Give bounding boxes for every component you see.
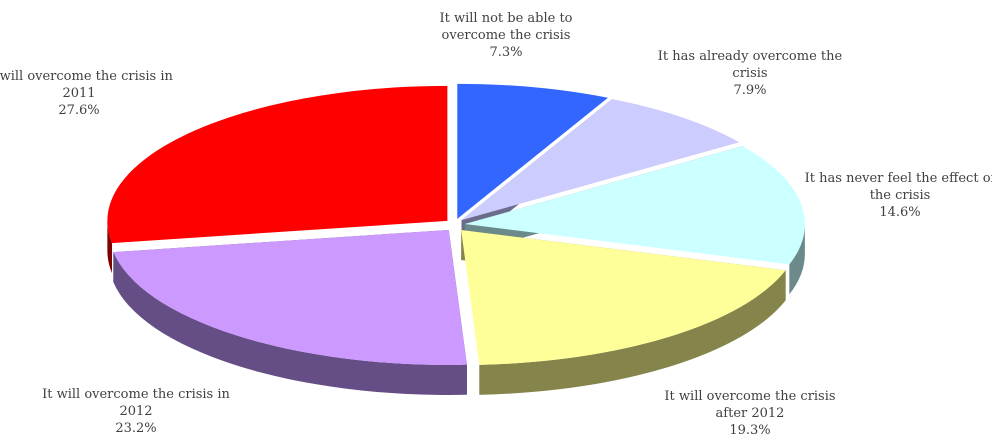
slice-label-line-0-1: overcome the crisis [442, 28, 571, 43]
slice-label-line-1-0: It has already overcome the [658, 49, 843, 64]
slice-side-4 [113, 252, 467, 395]
slice-label-line-1-1: crisis [732, 66, 767, 81]
slice-side-3 [479, 270, 786, 395]
slice-label-line-5-1: 2011 [62, 86, 95, 101]
slice-side-2 [789, 224, 805, 295]
slice-value-label-1: 7.9% [733, 83, 766, 98]
slice-label-line-5-0: It will overcome the crisis in [0, 69, 174, 84]
slice-label-line-3-1: after 2012 [716, 406, 785, 421]
slice-value-label-5: 27.6% [58, 103, 99, 118]
pie-slice-2 [464, 146, 805, 265]
slice-side-5 [107, 220, 112, 274]
slice-label-0: It will not be able to overcome the crisi… [439, 11, 572, 60]
slice-tops [107, 83, 805, 365]
slice-labels: It will not be able to overcome the crisi… [0, 11, 992, 438]
slice-value-label-4: 23.2% [115, 421, 156, 436]
slice-label-5: It will overcome the crisis in 2011 27.6% [0, 69, 174, 118]
slice-value-label-0: 7.3% [489, 45, 522, 60]
slice-value-label-2: 14.6% [879, 205, 920, 220]
slice-label-line-4-0: It will overcome the crisis in [42, 387, 230, 402]
slice-label-line-3-0: It will overcome the crisis [664, 389, 835, 404]
pie-slice-4 [113, 229, 467, 365]
pie-slice-1 [461, 99, 740, 221]
slice-label-line-4-1: 2012 [119, 404, 152, 419]
pie-slice-3 [461, 230, 786, 365]
slice-label-line-0-0: It will not be able to [439, 11, 572, 26]
pie-slice-0 [457, 83, 608, 219]
slice-label-1: It has already overcome the crisis 7.9% [658, 49, 843, 98]
slice-label-line-2-0: It has never feel the effect of [805, 171, 992, 186]
pie-slice-5 [107, 85, 448, 244]
slice-label-3: It will overcome the crisis after 2012 19.… [664, 389, 835, 438]
slice-label-2: It has never feel the effect of the crisi… [805, 171, 992, 220]
slice-value-label-3: 19.3% [729, 423, 770, 438]
slice-label-4: It will overcome the crisis in 2012 23.2% [42, 387, 230, 436]
slice-label-line-2-1: the crisis [870, 188, 931, 203]
